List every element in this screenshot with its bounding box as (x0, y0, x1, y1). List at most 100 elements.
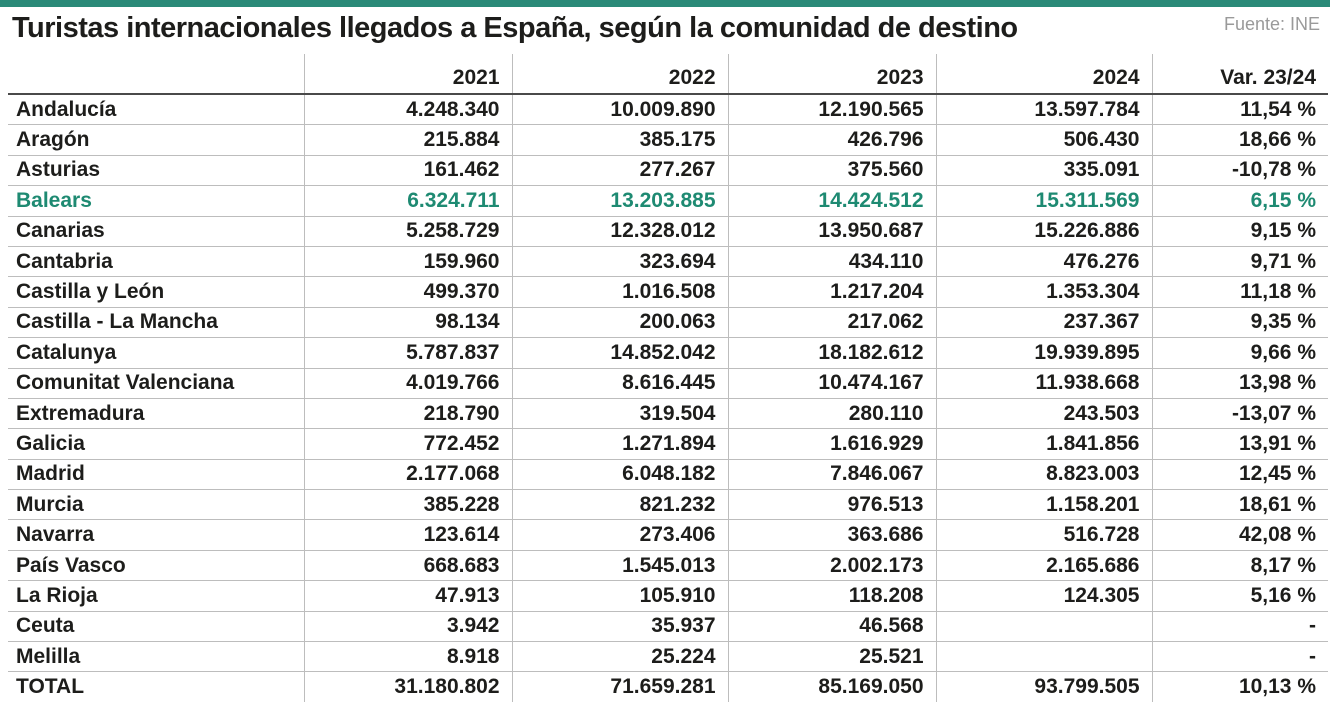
table-row: Galicia 772.452 1.271.894 1.616.929 1.841.85… (8, 428, 1328, 460)
table-row: Navarra 123.614 273.406 363.686 516.728 42,08… (8, 519, 1328, 551)
value-2021-cell: 218.790 (303, 398, 512, 430)
column-header-variation: Var. 23/24 (1151, 54, 1328, 95)
variation-cell: 9,71 % (1151, 246, 1328, 278)
table-row: La Rioja 47.913 105.910 118.208 124.305 5,16 … (8, 580, 1328, 612)
variation-cell: 9,15 % (1151, 216, 1328, 247)
value-2023-cell: 85.169.050 (727, 671, 936, 702)
value-2022-cell: 12.328.012 (511, 216, 728, 247)
value-2021-cell: 8.918 (303, 641, 512, 673)
value-2023-cell: 1.616.929 (727, 428, 936, 460)
value-2024-cell: 516.728 (935, 519, 1152, 551)
value-2021-cell: 4.019.766 (303, 368, 512, 399)
variation-cell: -13,07 % (1151, 398, 1328, 430)
value-2024-cell (935, 611, 1152, 643)
value-2021-cell: 385.228 (303, 489, 512, 521)
table-row: Andalucía 4.248.340 10.009.890 12.190.565 13… (8, 94, 1328, 126)
variation-cell: 13,91 % (1151, 428, 1328, 460)
value-2024-cell: 8.823.003 (935, 459, 1152, 491)
table-body: Andalucía 4.248.340 10.009.890 12.190.565 13… (8, 94, 1328, 702)
value-2024-cell: 476.276 (935, 246, 1152, 278)
value-2023-cell: 12.190.565 (727, 94, 936, 126)
value-2022-cell: 200.063 (511, 307, 728, 339)
value-2021-cell: 499.370 (303, 276, 512, 308)
table-row: Cantabria 159.960 323.694 434.110 476.276 9,7… (8, 246, 1328, 278)
value-2024-cell: 237.367 (935, 307, 1152, 339)
column-header-2021: 2021 (303, 54, 512, 95)
value-2021-cell: 215.884 (303, 124, 512, 156)
value-2024-cell: 15.226.886 (935, 216, 1152, 247)
table-row: Castilla - La Mancha 98.134 200.063 217.062… (8, 307, 1328, 339)
column-header-2023: 2023 (727, 54, 936, 95)
value-2024-cell: 243.503 (935, 398, 1152, 430)
variation-cell: 9,35 % (1151, 307, 1328, 339)
source-label: Fuente: INE (1223, 14, 1320, 34)
column-header-label (8, 54, 304, 95)
region-name-cell: Extremadura (8, 398, 304, 430)
value-2023-cell: 118.208 (727, 580, 936, 612)
table-row: Asturias 161.462 277.267 375.560 335.091 -10,… (8, 155, 1328, 187)
data-table: 2021 2022 2023 2024 Var. 23/24 Andalucía… (8, 54, 1328, 702)
value-2023-cell: 976.513 (727, 489, 936, 521)
table-row: Extremadura 218.790 319.504 280.110 243.503-… (8, 398, 1328, 430)
variation-cell: 12,45 % (1151, 459, 1328, 491)
value-2021-cell: 4.248.340 (303, 94, 512, 126)
region-name-cell: Cantabria (8, 246, 304, 278)
value-2022-cell: 1.016.508 (511, 276, 728, 308)
value-2023-cell: 1.217.204 (727, 276, 936, 308)
region-name-cell: La Rioja (8, 580, 304, 612)
table-row: Murcia 385.228 821.232 976.513 1.158.201 18,6… (8, 489, 1328, 521)
value-2024-cell: 1.158.201 (935, 489, 1152, 521)
value-2021-cell: 5.258.729 (303, 216, 512, 247)
region-name-cell: Andalucía (8, 94, 304, 126)
value-2022-cell: 273.406 (511, 519, 728, 551)
value-2024-cell: 335.091 (935, 155, 1152, 187)
region-name-cell: Castilla y León (8, 276, 304, 308)
table-row: Ceuta 3.942 35.937 46.568 - (8, 611, 1328, 643)
variation-cell: 42,08 % (1151, 519, 1328, 551)
value-2022-cell: 6.048.182 (511, 459, 728, 491)
value-2021-cell: 123.614 (303, 519, 512, 551)
value-2021-cell: 2.177.068 (303, 459, 512, 491)
variation-cell: 13,98 % (1151, 368, 1328, 399)
value-2022-cell: 13.203.885 (511, 185, 728, 217)
header-row: 2021 2022 2023 2024 Var. 23/24 (8, 54, 1328, 95)
variation-cell: 11,18 % (1151, 276, 1328, 308)
table-row: Comunitat Valenciana 4.019.766 8.616.445 10… (8, 368, 1328, 399)
value-2021-cell: 772.452 (303, 428, 512, 460)
region-name-cell: Navarra (8, 519, 304, 551)
variation-cell: 18,66 % (1151, 124, 1328, 156)
value-2022-cell: 10.009.890 (511, 94, 728, 126)
value-2021-cell: 98.134 (303, 307, 512, 339)
value-2022-cell: 105.910 (511, 580, 728, 612)
value-2023-cell: 25.521 (727, 641, 936, 673)
value-2023-cell: 14.424.512 (727, 185, 936, 217)
value-2024-cell: 506.430 (935, 124, 1152, 156)
region-name-cell: Galicia (8, 428, 304, 460)
value-2021-cell: 159.960 (303, 246, 512, 278)
region-name-cell: Aragón (8, 124, 304, 156)
value-2021-cell: 31.180.802 (303, 671, 512, 702)
table-row: TOTAL 31.180.802 71.659.281 85.169.050 93.79… (8, 671, 1328, 702)
value-2023-cell: 10.474.167 (727, 368, 936, 399)
region-name-cell: Castilla - La Mancha (8, 307, 304, 339)
chart-title: Turistas internacionales llegados a Espa… (12, 12, 1018, 44)
variation-cell: -10,78 % (1151, 155, 1328, 187)
variation-cell: 9,66 % (1151, 337, 1328, 369)
region-name-cell: Asturias (8, 155, 304, 187)
value-2022-cell: 385.175 (511, 124, 728, 156)
value-2023-cell: 280.110 (727, 398, 936, 430)
value-2022-cell: 821.232 (511, 489, 728, 521)
value-2022-cell: 323.694 (511, 246, 728, 278)
value-2024-cell (935, 641, 1152, 673)
value-2023-cell: 46.568 (727, 611, 936, 643)
column-header-2022: 2022 (511, 54, 728, 95)
region-name-cell: Catalunya (8, 337, 304, 369)
value-2022-cell: 319.504 (511, 398, 728, 430)
region-name-cell: Murcia (8, 489, 304, 521)
value-2021-cell: 6.324.711 (303, 185, 512, 217)
region-name-cell: País Vasco (8, 550, 304, 582)
value-2024-cell: 2.165.686 (935, 550, 1152, 582)
value-2021-cell: 668.683 (303, 550, 512, 582)
value-2023-cell: 7.846.067 (727, 459, 936, 491)
value-2021-cell: 161.462 (303, 155, 512, 187)
